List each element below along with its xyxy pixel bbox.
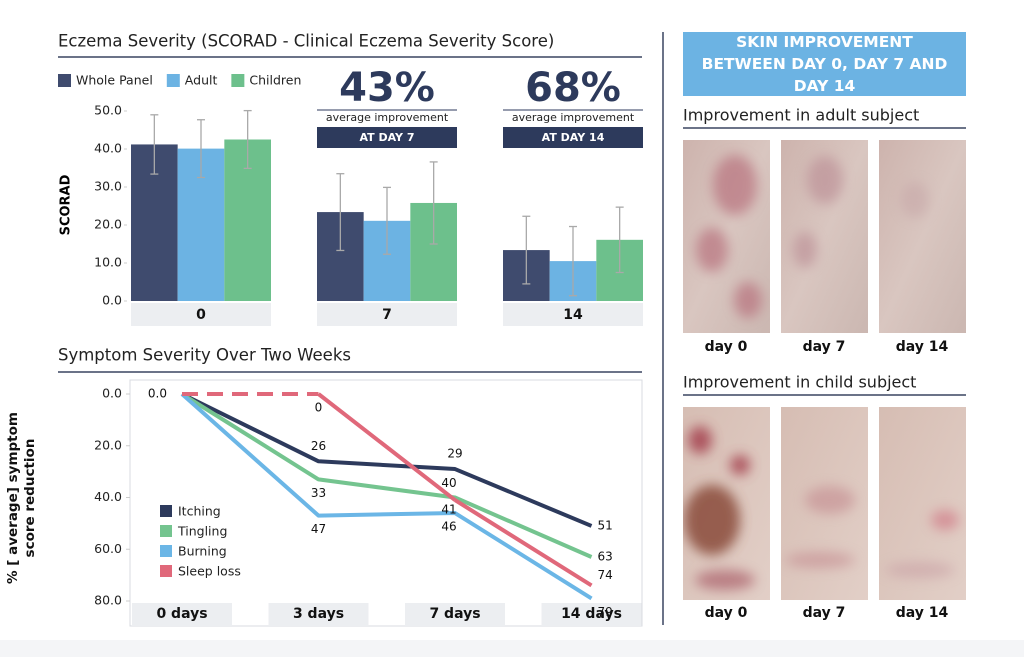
chart-title: Symptom Severity Over Two Weeks — [58, 346, 351, 365]
skin-photo — [683, 407, 770, 600]
y-tick-label: 0.0 — [102, 386, 122, 401]
legend-label: Adult — [185, 73, 218, 88]
data-label: 79 — [598, 605, 613, 619]
skin-photo — [683, 140, 770, 333]
y-tick-label: 40.0 — [94, 489, 122, 504]
data-label: 74 — [598, 568, 613, 582]
highlight-box — [317, 127, 457, 148]
y-tick-label: 20.0 — [94, 217, 122, 232]
photo-label: day 14 — [896, 605, 949, 621]
highlight-caption: average improvement — [512, 111, 635, 124]
category-box — [503, 303, 643, 326]
skin-photo — [879, 407, 966, 600]
category-box — [268, 603, 369, 626]
line-series — [182, 392, 593, 588]
data-label: 0 — [315, 401, 323, 415]
highlight-percent: 68% — [525, 65, 621, 111]
data-label: 46 — [441, 520, 456, 534]
legend-label: Children — [249, 73, 301, 88]
section-title: Improvement in adult subject — [683, 106, 919, 125]
photo-label: day 14 — [896, 339, 949, 355]
category-box — [317, 303, 457, 326]
highlight-label: AT DAY 7 — [359, 131, 414, 144]
y-tick-label: 50.0 — [94, 103, 122, 118]
category-box — [132, 603, 232, 626]
photo-label: day 7 — [803, 339, 846, 355]
x-tick-label: 0 days — [156, 606, 207, 622]
photo-label: day 0 — [705, 339, 748, 355]
data-label: 40 — [441, 476, 456, 490]
plot-frame — [129, 379, 643, 627]
photo-label: day 7 — [803, 605, 846, 621]
legend-label: Whole Panel — [76, 73, 153, 88]
y-tick-label: 0.0 — [102, 293, 122, 308]
y-tick-label: 80.0 — [94, 593, 122, 608]
data-label: 41 — [441, 503, 456, 517]
data-label: 63 — [598, 550, 613, 564]
x-tick-label: 3 days — [293, 606, 344, 622]
photos — [683, 140, 966, 600]
x-tick-label: 14 days — [561, 606, 622, 622]
highlight-box — [503, 127, 643, 148]
x-tick-label: 7 days — [429, 606, 480, 622]
panel-header: SKIN IMPROVEMENT BETWEEN DAY 0, DAY 7 AN… — [683, 32, 966, 96]
line-series — [180, 392, 593, 601]
chart-title: Eczema Severity (SCORAD - Clinical Eczem… — [58, 32, 554, 51]
highlight: 43% average improvement AT DAY 7 68% ave… — [317, 65, 643, 148]
x-tick-label: 0 — [196, 307, 206, 323]
section-title: Improvement in child subject — [683, 373, 916, 392]
data-label: 33 — [311, 486, 326, 500]
line-series — [180, 392, 593, 559]
category-box — [541, 603, 642, 626]
x-tick-label: 14 — [563, 307, 583, 323]
legend-swatch — [231, 74, 245, 87]
skin-photo — [879, 140, 966, 333]
line-series — [181, 392, 593, 528]
data-label: 51 — [598, 518, 613, 532]
y-tick-label: 60.0 — [94, 541, 122, 556]
x-tick-label: 7 — [382, 307, 392, 323]
y-tick-label: 40.0 — [94, 141, 122, 156]
legend-swatch — [160, 545, 172, 557]
highlight-label: AT DAY 14 — [542, 131, 605, 144]
legend-label: Burning — [178, 544, 227, 559]
legend-label: Itching — [178, 504, 221, 519]
data-label: 29 — [447, 447, 462, 461]
data-label: 26 — [311, 439, 326, 453]
legend-swatch — [58, 74, 71, 87]
legend-label: Tingling — [177, 524, 227, 539]
data-label: 47 — [311, 522, 326, 536]
skin-photo — [781, 407, 868, 600]
legend-label: Sleep loss — [178, 564, 241, 579]
y-tick-label: 10.0 — [94, 255, 122, 270]
legend-swatch — [166, 74, 180, 87]
data-label: 0.0 — [148, 387, 167, 401]
legend-swatch — [160, 525, 172, 537]
category-box — [131, 303, 271, 326]
skin-photo — [781, 140, 868, 333]
category-box — [405, 603, 505, 626]
photo-label: day 0 — [705, 605, 748, 621]
bottom-band — [0, 640, 1024, 657]
y-axis-label: % [ average] symptom score reduction — [5, 412, 38, 584]
legend-swatch — [160, 505, 172, 517]
y-tick-label: 20.0 — [94, 437, 122, 452]
highlight-caption: average improvement — [326, 111, 449, 124]
legend-swatch — [160, 565, 172, 577]
y-tick-label: 30.0 — [94, 179, 122, 194]
y-axis-label: SCORAD — [59, 174, 74, 235]
highlight-percent: 43% — [339, 65, 435, 111]
